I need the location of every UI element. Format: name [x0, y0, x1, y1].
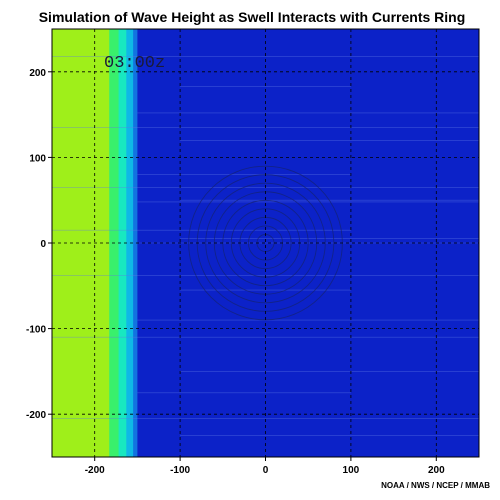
y-tick-label-2: 0 — [40, 239, 46, 250]
y-tick-label-3: 100 — [29, 153, 46, 164]
chart-title: Simulation of Wave Height as Swell Inter… — [39, 9, 466, 25]
y-axis-ticks: -200 -100 0 100 200 — [26, 68, 52, 421]
x-tick-label-2: 0 — [263, 465, 269, 476]
ring-circle-6 — [205, 182, 326, 304]
x-tick-label-3: 100 — [343, 465, 360, 476]
x-tick-label-4: 200 — [428, 465, 445, 476]
x-tick-label-0: -200 — [85, 465, 105, 476]
y-tick-label-0: -200 — [26, 410, 46, 421]
y-tick-label-1: -100 — [26, 325, 46, 336]
timestamp-label: 03:00z — [104, 54, 165, 73]
x-axis-ticks: -200 -100 0 100 200 — [85, 457, 445, 476]
color-band-4 — [133, 29, 138, 457]
plot-area: 03:00z — [52, 29, 479, 457]
x-tick-label-1: -100 — [170, 465, 190, 476]
grid-lines — [52, 29, 479, 457]
color-band-2 — [118, 29, 127, 457]
credit-label: NOAA / NWS / NCEP / MMAB — [381, 481, 490, 490]
y-tick-label-4: 200 — [29, 68, 46, 79]
color-band-3 — [126, 29, 134, 457]
